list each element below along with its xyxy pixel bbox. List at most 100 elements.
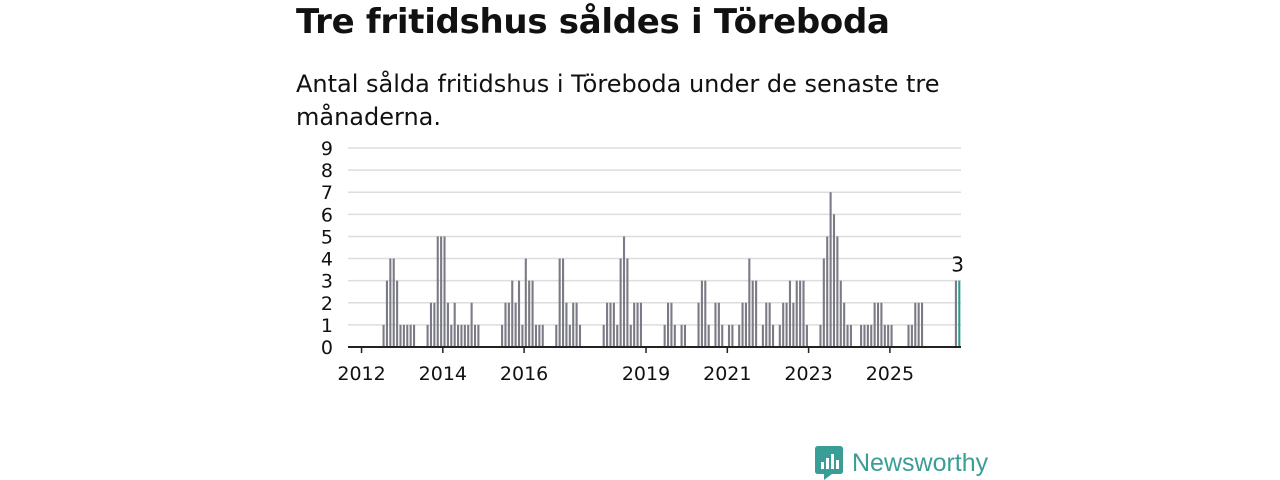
- x-tick-label: 2023: [784, 363, 832, 385]
- highlight-bar: [958, 280, 961, 347]
- bar: [673, 324, 676, 347]
- bar: [700, 280, 703, 347]
- bar: [463, 324, 466, 347]
- y-tick-label: 8: [321, 160, 333, 182]
- bar: [704, 280, 707, 347]
- bar: [914, 302, 917, 347]
- bar: [402, 324, 405, 347]
- bar: [429, 302, 433, 347]
- bar: [612, 302, 615, 347]
- bar: [446, 302, 449, 347]
- bar: [778, 324, 781, 347]
- bar: [873, 302, 876, 347]
- bar: [917, 302, 920, 347]
- bar: [741, 302, 744, 347]
- y-tick-label: 9: [321, 138, 333, 160]
- bar: [639, 302, 643, 347]
- bar: [768, 302, 771, 347]
- bar-chart-logo-icon: [815, 446, 843, 480]
- bar: [622, 236, 626, 347]
- bar: [761, 324, 764, 347]
- bar: [714, 302, 717, 347]
- bar: [616, 324, 619, 347]
- bar: [799, 280, 802, 347]
- bar: [406, 324, 409, 347]
- bar: [819, 324, 822, 347]
- bar: [528, 280, 531, 347]
- bar: [619, 258, 622, 347]
- bar: [832, 214, 836, 347]
- bar: [572, 302, 575, 347]
- y-tick-label: 3: [321, 271, 333, 293]
- bar: [558, 258, 561, 347]
- bar: [609, 302, 612, 347]
- bar: [412, 324, 416, 347]
- bar: [392, 258, 395, 347]
- bar: [731, 324, 734, 347]
- bar: [680, 324, 683, 347]
- bar: [839, 280, 842, 347]
- bar: [755, 280, 758, 347]
- bar: [727, 324, 731, 347]
- bar: [602, 324, 605, 347]
- bar: [748, 258, 751, 347]
- bar: [531, 280, 534, 347]
- y-tick-label: 2: [321, 293, 333, 315]
- bar: [470, 302, 473, 347]
- bar: [433, 302, 436, 347]
- y-tick-label: 7: [321, 182, 333, 204]
- bar: [771, 324, 775, 347]
- x-tick-label: 2012: [337, 363, 385, 385]
- grid-lines: [348, 147, 961, 326]
- bar: [538, 324, 541, 347]
- bar: [524, 258, 527, 347]
- bar: [829, 192, 832, 347]
- bar: [501, 324, 504, 347]
- bar: [670, 302, 673, 347]
- x-tick-label: 2019: [622, 363, 670, 385]
- chart-title: Tre fritidshus såldes i Töreboda: [296, 2, 890, 42]
- bar: [683, 324, 687, 347]
- bar: [876, 302, 880, 347]
- bar: [626, 258, 629, 347]
- bar: [910, 324, 913, 347]
- x-axis-labels: 2012 2014 2016 2019 2021 2023 2025: [337, 347, 914, 385]
- bar: [578, 324, 582, 347]
- chart-subtitle: Antal sålda fritidshus i Töreboda under …: [296, 70, 940, 131]
- bar: [382, 324, 385, 347]
- bar: [555, 324, 558, 347]
- bar: [521, 324, 524, 347]
- bar: [863, 324, 866, 347]
- bar: [907, 324, 910, 347]
- bar: [707, 324, 710, 347]
- bar: [385, 280, 388, 347]
- bar: [467, 324, 470, 347]
- bar: [826, 236, 829, 347]
- bar: [880, 302, 883, 347]
- bar: [697, 302, 700, 347]
- bar: [636, 302, 639, 347]
- bar: [606, 302, 609, 347]
- bar: [426, 324, 429, 347]
- bar: [795, 280, 798, 347]
- newsworthy-logo: Newsworthy: [815, 446, 988, 480]
- bar: [504, 302, 507, 347]
- bar: [843, 302, 846, 347]
- bar: [457, 324, 460, 347]
- bar: [514, 302, 517, 347]
- bar: [477, 324, 480, 347]
- bar: [511, 280, 514, 347]
- bar: [629, 324, 632, 347]
- bar: [717, 302, 720, 347]
- bar: [396, 280, 399, 347]
- bar: [887, 324, 890, 347]
- bar: [562, 258, 565, 347]
- bar: [666, 302, 670, 347]
- bar: [846, 324, 849, 347]
- x-tick-label: 2025: [866, 363, 914, 385]
- bar: [860, 324, 863, 347]
- bar: [633, 302, 636, 347]
- bar: [568, 324, 571, 347]
